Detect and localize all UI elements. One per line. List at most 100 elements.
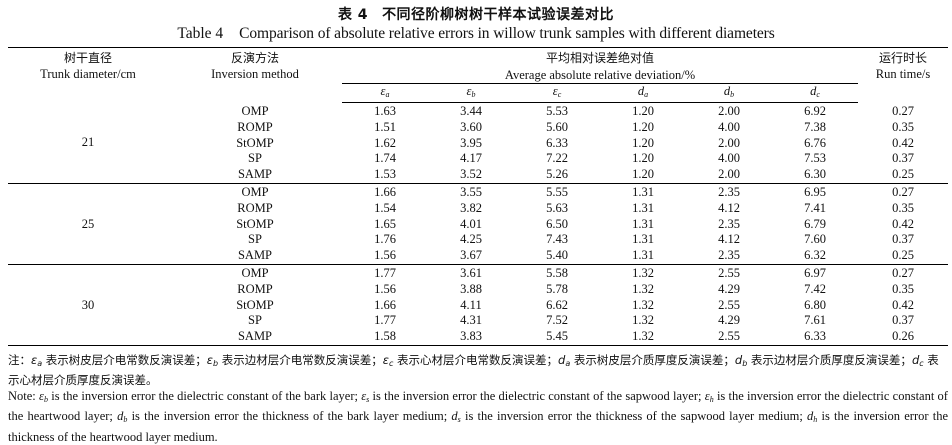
column-symbol-5: dc bbox=[772, 83, 859, 103]
note-subscript: b bbox=[742, 359, 748, 368]
value-cell: 1.54 bbox=[374, 200, 396, 215]
note-symbol: ε bbox=[704, 389, 710, 403]
value-cell: 4.17 bbox=[460, 151, 482, 166]
value-cell: 1.20 bbox=[600, 167, 686, 184]
diameter-header-cn: 树干直径 bbox=[63, 51, 112, 65]
value-cell: 3.88 bbox=[460, 281, 482, 296]
note-subscript: b bbox=[213, 359, 219, 368]
value-cell: 5.40 bbox=[514, 248, 600, 265]
note-subscript: c bbox=[919, 359, 924, 368]
method-cell: StOMP bbox=[236, 216, 274, 231]
value-cell: 4.25 bbox=[460, 232, 482, 247]
table-row: SP 1.74 4.17 7.22 1.20 4.00 7.53 0.37 bbox=[8, 151, 948, 167]
value-cell: 4.11 bbox=[460, 297, 482, 312]
column-symbol-0: εa bbox=[342, 83, 428, 103]
value-cell: 1.32 bbox=[632, 297, 654, 312]
column-symbol-base: ε bbox=[380, 84, 386, 98]
value-cell: 1.77 bbox=[374, 265, 396, 280]
method-cell: OMP bbox=[241, 184, 269, 199]
column-symbol-subscript: c bbox=[557, 90, 562, 99]
value-cell: 7.41 bbox=[804, 200, 826, 215]
value-cell: 3.61 bbox=[460, 265, 482, 280]
table-row: ROMP 1.56 3.88 5.78 1.32 4.29 7.42 0.35 bbox=[8, 282, 948, 298]
value-cell: 3.82 bbox=[460, 200, 482, 215]
value-cell: 7.53 bbox=[804, 151, 826, 166]
value-cell: 6.97 bbox=[804, 265, 826, 280]
value-cell: 1.77 bbox=[374, 313, 396, 328]
note-symbol: ε bbox=[31, 353, 38, 367]
table-row: StOMP 1.66 4.11 6.62 1.32 2.55 6.80 0.42 bbox=[8, 298, 948, 314]
note-subscript: h bbox=[709, 395, 714, 404]
table-row: StOMP 1.65 4.01 6.50 1.31 2.35 6.79 0.42 bbox=[8, 217, 948, 233]
method-cell: ROMP bbox=[237, 200, 273, 215]
value-cell: 3.83 bbox=[428, 329, 514, 346]
note-symbol: d bbox=[117, 409, 124, 424]
note-text: 表示树皮层介电常数反演误差； bbox=[42, 353, 207, 367]
value-cell: 5.58 bbox=[546, 265, 568, 280]
value-cell: 2.35 bbox=[718, 216, 740, 231]
value-cell: 1.32 bbox=[600, 329, 686, 346]
table-row: 30 OMP 1.77 3.61 5.58 1.32 2.55 6.97 0.27 bbox=[8, 264, 948, 346]
note-symbol: ε bbox=[39, 389, 44, 403]
diameter-header-en: Trunk diameter/cm bbox=[40, 67, 136, 81]
value-cell: 6.80 bbox=[804, 297, 826, 312]
caption-en: Table 4 Comparison of absolute relative e… bbox=[0, 25, 952, 43]
value-cell: 2.55 bbox=[718, 297, 740, 312]
value-cell: 1.32 bbox=[632, 265, 654, 280]
caption-en-number: Table 4 bbox=[177, 25, 224, 42]
runtime-header-cn: 运行时长 bbox=[879, 51, 928, 65]
method-cell: StOMP bbox=[236, 135, 274, 150]
method-cell: ROMP bbox=[237, 281, 273, 296]
value-cell: 1.32 bbox=[632, 313, 654, 328]
runtime-cell: 0.27 bbox=[892, 184, 914, 199]
runtime-cell: 0.37 bbox=[892, 313, 914, 328]
note-text: 表示边材层介电常数反演误差； bbox=[218, 353, 383, 367]
note-text: 表示心材层介电常数反演误差； bbox=[393, 353, 559, 367]
runtime-cell: 0.27 bbox=[892, 103, 914, 118]
runtime-cell: 0.27 bbox=[892, 265, 914, 280]
value-cell: 6.79 bbox=[804, 216, 826, 231]
value-cell: 3.52 bbox=[428, 167, 514, 184]
value-cell: 6.32 bbox=[772, 248, 859, 265]
value-cell: 1.31 bbox=[632, 200, 654, 215]
results-table: 树干直径 Trunk diameter/cm 反演方法 Inversion me… bbox=[8, 47, 949, 346]
table-row: SP 1.76 4.25 7.43 1.31 4.12 7.60 0.37 bbox=[8, 232, 948, 248]
method-cell: SP bbox=[248, 313, 262, 328]
caption-cn: 表 4 不同径阶柳树树干样本试验误差对比 bbox=[0, 4, 952, 24]
value-cell: 5.60 bbox=[546, 119, 568, 134]
note-text: is the inversion error the dielectric co… bbox=[369, 389, 705, 403]
value-cell: 7.60 bbox=[804, 232, 826, 247]
column-symbols-row: εa εb εc da db dc bbox=[8, 83, 948, 103]
value-cell: 2.35 bbox=[686, 248, 772, 265]
note-text: is the inversion error the thickness of … bbox=[460, 409, 808, 424]
value-cell: 1.20 bbox=[632, 104, 654, 118]
runtime-cell: 0.35 bbox=[892, 119, 914, 134]
note-symbol: ε bbox=[382, 353, 389, 367]
value-cell: 1.20 bbox=[632, 135, 654, 150]
column-symbol-subscript: b bbox=[730, 90, 735, 99]
value-cell: 7.52 bbox=[546, 313, 568, 328]
note-subscript: b bbox=[43, 395, 48, 404]
note-symbol: ε bbox=[361, 389, 367, 403]
note-text: is the inversion error the dielectric co… bbox=[47, 389, 362, 403]
note-subscript: h bbox=[813, 415, 818, 425]
value-cell: 3.67 bbox=[428, 248, 514, 265]
note-text: 注： bbox=[8, 353, 31, 367]
column-symbol-subscript: b bbox=[471, 90, 476, 99]
avg-header-cn: 平均相对误差绝对值 bbox=[342, 47, 859, 67]
value-cell: 6.95 bbox=[804, 184, 826, 199]
column-symbol-base: ε bbox=[466, 84, 472, 98]
table-row: SAMP 1.56 3.67 5.40 1.31 2.35 6.32 0.25 bbox=[8, 248, 949, 265]
value-cell: 1.74 bbox=[374, 151, 396, 166]
value-cell: 6.30 bbox=[772, 167, 859, 184]
note-text: 表示边材层介质厚度反演误差； bbox=[747, 353, 912, 367]
method-cell: SAMP bbox=[168, 167, 342, 184]
table-row: SAMP 1.58 3.83 5.45 1.32 2.55 6.33 0.26 bbox=[8, 329, 949, 346]
method-header-en: Inversion method bbox=[211, 67, 299, 81]
value-cell: 1.31 bbox=[632, 184, 654, 199]
runtime-header-en: Run time/s bbox=[875, 67, 931, 81]
note-symbol: d bbox=[911, 353, 920, 367]
value-cell: 2.55 bbox=[718, 265, 740, 280]
value-cell: 1.76 bbox=[374, 232, 396, 247]
value-cell: 7.38 bbox=[804, 119, 826, 134]
